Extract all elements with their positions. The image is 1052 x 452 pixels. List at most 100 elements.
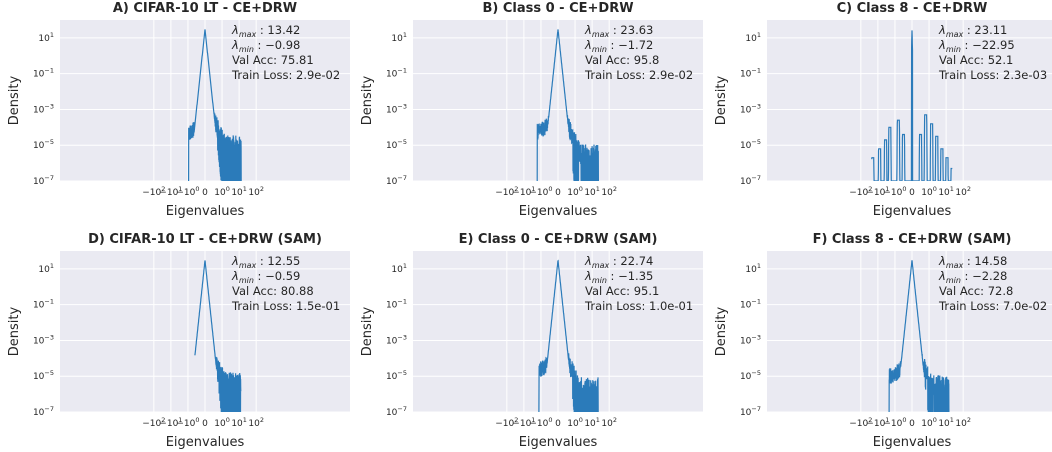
annotation-text: λmax : 14.58 bbox=[938, 254, 1007, 270]
x-tick-label: −102 bbox=[849, 185, 872, 198]
density-series-line bbox=[871, 30, 953, 181]
y-axis-label: Density bbox=[7, 306, 22, 356]
annotation-text: λmin : −22.95 bbox=[938, 38, 1015, 54]
x-tick-label: −102 bbox=[495, 416, 518, 429]
y-axis-label: Density bbox=[714, 306, 729, 356]
y-tick-label: 10−3 bbox=[740, 102, 761, 115]
annotation-text: Train Loss: 2.9e-02 bbox=[584, 68, 693, 82]
y-tick-label: 10−1 bbox=[386, 298, 407, 311]
annotation-text: Train Loss: 2.9e-02 bbox=[231, 68, 340, 82]
annotation-text: λmax : 23.11 bbox=[938, 23, 1007, 39]
annotation-text: λmin : −0.98 bbox=[231, 38, 300, 54]
subplot-e: E) Class 0 - CE+DRW (SAM) Eigenvalues Dens… bbox=[360, 232, 703, 450]
x-tick-label: −101 bbox=[159, 416, 182, 429]
x-tick-label: −100 bbox=[176, 416, 199, 429]
x-tick-label: 102 bbox=[601, 416, 617, 429]
y-tick-label: 10−7 bbox=[386, 174, 407, 187]
annotation-text: Val Acc: 80.88 bbox=[232, 284, 314, 298]
y-tick-label: 10−3 bbox=[33, 333, 54, 346]
y-tick-label: 10−1 bbox=[33, 298, 54, 311]
x-tick-label: 101 bbox=[231, 416, 247, 429]
x-tick-label: 0 bbox=[555, 188, 561, 198]
x-tick-label: 0 bbox=[909, 419, 915, 429]
x-tick-label: −102 bbox=[849, 416, 872, 429]
y-tick-label: 101 bbox=[391, 262, 407, 275]
x-tick-label: −100 bbox=[176, 185, 199, 198]
y-tick-label: 10−7 bbox=[386, 405, 407, 418]
subplot-title: A) CIFAR-10 LT - CE+DRW bbox=[113, 1, 297, 16]
y-tick-label: 10−1 bbox=[740, 67, 761, 80]
subplot-title: C) Class 8 - CE+DRW bbox=[837, 1, 988, 16]
subplot-f: F) Class 8 - CE+DRW (SAM) Eigenvalues Dens… bbox=[714, 232, 1052, 450]
x-tick-label: −100 bbox=[883, 185, 906, 198]
x-tick-label: −101 bbox=[512, 416, 535, 429]
x-tick-label: 102 bbox=[955, 185, 971, 198]
density-series-line bbox=[194, 260, 242, 412]
y-tick-label: 10−5 bbox=[33, 369, 54, 382]
density-series-line bbox=[888, 260, 950, 412]
subplot-title: B) Class 0 - CE+DRW bbox=[482, 1, 633, 16]
y-tick-label: 10−5 bbox=[33, 138, 54, 151]
annotation-text: Train Loss: 1.0e-01 bbox=[584, 299, 693, 313]
x-tick-label: 100 bbox=[214, 416, 230, 429]
x-tick-label: 100 bbox=[921, 416, 937, 429]
annotation-text: Val Acc: 52.1 bbox=[939, 53, 1013, 67]
x-tick-label: 0 bbox=[909, 188, 915, 198]
y-tick-label: 10−7 bbox=[740, 174, 761, 187]
x-tick-label: 0 bbox=[202, 188, 208, 198]
x-tick-label: −100 bbox=[529, 185, 552, 198]
density-series-line bbox=[538, 259, 599, 412]
x-tick-label: 100 bbox=[567, 416, 583, 429]
y-tick-label: 10−5 bbox=[386, 369, 407, 382]
x-axis-label: Eigenvalues bbox=[166, 204, 245, 219]
y-tick-label: 10−3 bbox=[386, 333, 407, 346]
y-axis-label: Density bbox=[714, 75, 729, 125]
density-series-line bbox=[536, 29, 599, 181]
x-tick-label: 102 bbox=[248, 416, 264, 429]
plot-area bbox=[767, 20, 1052, 181]
x-tick-label: −101 bbox=[159, 185, 182, 198]
y-axis-label: Density bbox=[7, 75, 22, 125]
y-tick-label: 101 bbox=[745, 31, 761, 44]
subplot-a: A) CIFAR-10 LT - CE+DRW Eigenvalues Densit… bbox=[7, 1, 350, 219]
x-axis-label: Eigenvalues bbox=[166, 435, 245, 450]
x-tick-label: −101 bbox=[866, 185, 889, 198]
annotation-text: Train Loss: 2.3e-03 bbox=[938, 68, 1047, 82]
y-tick-label: 101 bbox=[745, 262, 761, 275]
annotation-text: λmax : 22.74 bbox=[584, 254, 653, 270]
y-tick-label: 10−7 bbox=[740, 405, 761, 418]
x-tick-label: 0 bbox=[202, 419, 208, 429]
x-tick-label: −100 bbox=[529, 416, 552, 429]
x-tick-label: 100 bbox=[567, 185, 583, 198]
x-tick-label: −101 bbox=[512, 185, 535, 198]
annotation-text: λmax : 23.63 bbox=[584, 23, 653, 39]
plot-area bbox=[767, 251, 1052, 412]
x-tick-label: 100 bbox=[921, 185, 937, 198]
x-tick-label: 100 bbox=[214, 185, 230, 198]
y-tick-label: 10−3 bbox=[740, 333, 761, 346]
y-tick-label: 10−7 bbox=[33, 405, 54, 418]
x-tick-label: 101 bbox=[231, 185, 247, 198]
x-axis-label: Eigenvalues bbox=[873, 204, 952, 219]
y-tick-label: 10−1 bbox=[740, 298, 761, 311]
annotation-text: λmin : −1.35 bbox=[584, 269, 653, 285]
x-tick-label: −102 bbox=[495, 185, 518, 198]
annotation-text: Val Acc: 72.8 bbox=[939, 284, 1013, 298]
x-tick-label: 101 bbox=[938, 416, 954, 429]
y-tick-label: 101 bbox=[38, 31, 54, 44]
y-tick-label: 10−1 bbox=[386, 67, 407, 80]
annotation-text: λmin : −0.59 bbox=[231, 269, 300, 285]
annotation-text: Val Acc: 95.1 bbox=[585, 284, 659, 298]
y-axis-label: Density bbox=[360, 75, 375, 125]
y-tick-label: 10−3 bbox=[386, 102, 407, 115]
y-tick-label: 101 bbox=[38, 262, 54, 275]
annotation-text: Train Loss: 7.0e-02 bbox=[938, 299, 1047, 313]
x-tick-label: 102 bbox=[248, 185, 264, 198]
annotation-text: Val Acc: 95.8 bbox=[585, 53, 659, 67]
subplot-title: E) Class 0 - CE+DRW (SAM) bbox=[459, 232, 658, 247]
y-tick-label: 10−5 bbox=[740, 138, 761, 151]
annotation-text: λmin : −1.72 bbox=[584, 38, 653, 54]
x-tick-label: 102 bbox=[601, 185, 617, 198]
x-tick-label: 0 bbox=[555, 419, 561, 429]
y-tick-label: 10−3 bbox=[33, 102, 54, 115]
